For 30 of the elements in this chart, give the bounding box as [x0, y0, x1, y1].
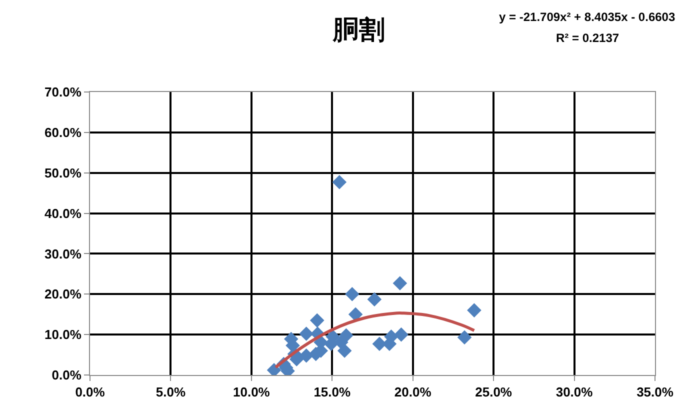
x-tick-label: 20.0%	[394, 384, 432, 400]
y-tick-label: 10.0%	[44, 327, 82, 342]
chart-title: 胴割	[332, 15, 385, 46]
point	[367, 292, 382, 307]
y-tick-label: 60.0%	[44, 124, 82, 140]
point	[337, 344, 352, 358]
point	[299, 326, 314, 341]
x-tick-label: 5.0%	[156, 384, 186, 400]
text: y = -21.709x² + 8.4035x - 0.6603	[499, 10, 676, 24]
point	[345, 286, 360, 302]
y-tick-label: 50.0%	[44, 165, 82, 180]
x-tick-label: 25.0%	[475, 384, 512, 400]
point	[299, 348, 314, 363]
x-tick-label: 0.0%	[75, 384, 106, 400]
x-tick-label: 30.0%	[556, 384, 594, 400]
point	[467, 303, 482, 318]
y-tick-label: 40.0%	[44, 206, 82, 221]
point	[394, 327, 408, 342]
y-tick-label: 20.0%	[44, 286, 82, 302]
text: R² = 0.2137	[556, 31, 620, 45]
x-tick-label: 10.0%	[232, 384, 270, 400]
point	[392, 276, 408, 290]
point	[310, 313, 324, 328]
y-tick-label: 0.0%	[52, 368, 82, 383]
y-tick-label: 70.0%	[44, 84, 82, 100]
y-tick-label: 30.0%	[44, 246, 82, 262]
point	[332, 175, 347, 190]
point	[457, 330, 472, 345]
x-tick-label: 15.0%	[314, 384, 352, 400]
x-tick-label: 35.0%	[636, 384, 674, 400]
